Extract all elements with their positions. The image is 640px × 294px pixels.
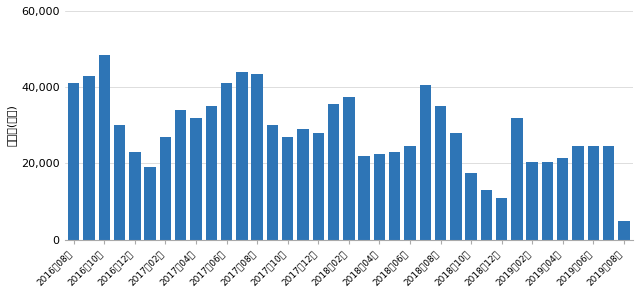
Bar [572,146,584,240]
Bar [68,83,79,240]
Bar [541,162,553,240]
Bar [267,125,278,240]
Bar [175,110,186,240]
Bar [527,162,538,240]
Bar [282,137,293,240]
Bar [145,167,156,240]
Bar [328,104,339,240]
Bar [557,158,568,240]
Bar [99,55,110,240]
Bar [450,133,461,240]
Bar [404,146,416,240]
Bar [389,152,401,240]
Bar [588,146,599,240]
Bar [205,106,217,240]
Bar [511,118,523,240]
Bar [312,133,324,240]
Bar [252,74,263,240]
Bar [374,154,385,240]
Bar [297,129,308,240]
Y-axis label: 거래량(건수): 거래량(건수) [7,104,17,146]
Bar [419,85,431,240]
Bar [129,152,141,240]
Bar [221,83,232,240]
Bar [343,97,355,240]
Bar [358,156,370,240]
Bar [160,137,171,240]
Bar [236,72,248,240]
Bar [618,221,630,240]
Bar [496,198,508,240]
Bar [465,173,477,240]
Bar [114,125,125,240]
Bar [83,76,95,240]
Bar [190,118,202,240]
Bar [481,190,492,240]
Bar [603,146,614,240]
Bar [435,106,446,240]
